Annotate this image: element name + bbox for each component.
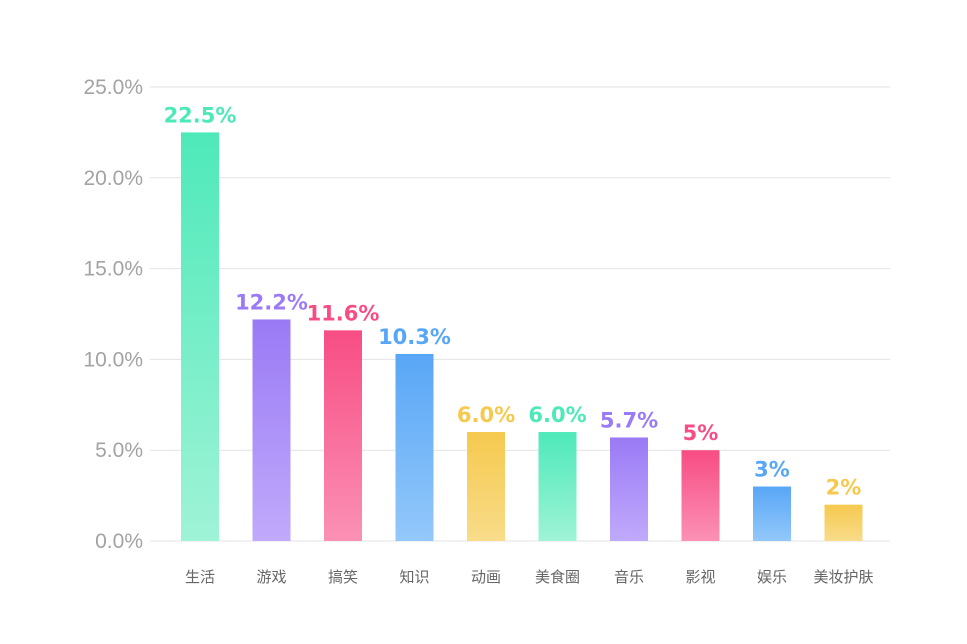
bar <box>681 450 720 541</box>
x-axis-categories: 生活 游戏 搞笑 知识 动画 美食圈 音乐 影视 娱乐 美妆护肤 <box>185 568 874 586</box>
x-category-label: 美妆护肤 <box>813 568 873 586</box>
y-tick-label: 20.0% <box>83 167 143 190</box>
bars <box>181 132 863 541</box>
x-category-label: 动画 <box>471 568 501 586</box>
bar <box>395 353 434 541</box>
data-label: 11.6% <box>307 301 380 325</box>
y-axis-ticks: 0.0% 5.0% 10.0% 15.0% 20.0% 25.0% <box>83 76 143 553</box>
x-category-label: 游戏 <box>256 568 286 586</box>
y-tick-label: 10.0% <box>83 348 143 371</box>
data-label: 12.2% <box>235 290 308 314</box>
data-labels: 22.5% 12.2%11.6%10.3% 6.0% 6.0% 5.7% 5% 3% 2% <box>164 103 862 499</box>
bar <box>181 132 219 541</box>
bar <box>824 504 863 541</box>
x-category-label: 娱乐 <box>757 568 787 586</box>
x-category-label: 知识 <box>399 568 429 586</box>
bar <box>324 330 362 541</box>
x-category-label: 美食圈 <box>535 568 580 586</box>
x-category-label: 生活 <box>185 568 215 586</box>
x-category-label: 搞笑 <box>328 568 358 586</box>
bar <box>467 432 505 541</box>
x-category-label: 音乐 <box>614 568 644 586</box>
x-category-label: 影视 <box>685 568 715 586</box>
bar <box>610 437 648 541</box>
data-label: 6.0% <box>457 403 515 427</box>
data-label: 6.0% <box>528 403 586 427</box>
data-label: 3% <box>754 458 790 482</box>
data-label: 10.3% <box>378 325 451 349</box>
data-label: 5.7% <box>600 408 658 432</box>
bar <box>753 486 791 541</box>
y-tick-label: 25.0% <box>83 76 143 99</box>
data-label: 22.5% <box>164 103 237 127</box>
bar <box>538 432 577 541</box>
y-tick-label: 0.0% <box>95 530 143 553</box>
y-tick-label: 5.0% <box>95 439 143 462</box>
data-label: 2% <box>826 476 862 500</box>
y-tick-label: 15.0% <box>83 258 143 281</box>
bar <box>252 319 291 541</box>
data-label: 5% <box>683 421 719 445</box>
